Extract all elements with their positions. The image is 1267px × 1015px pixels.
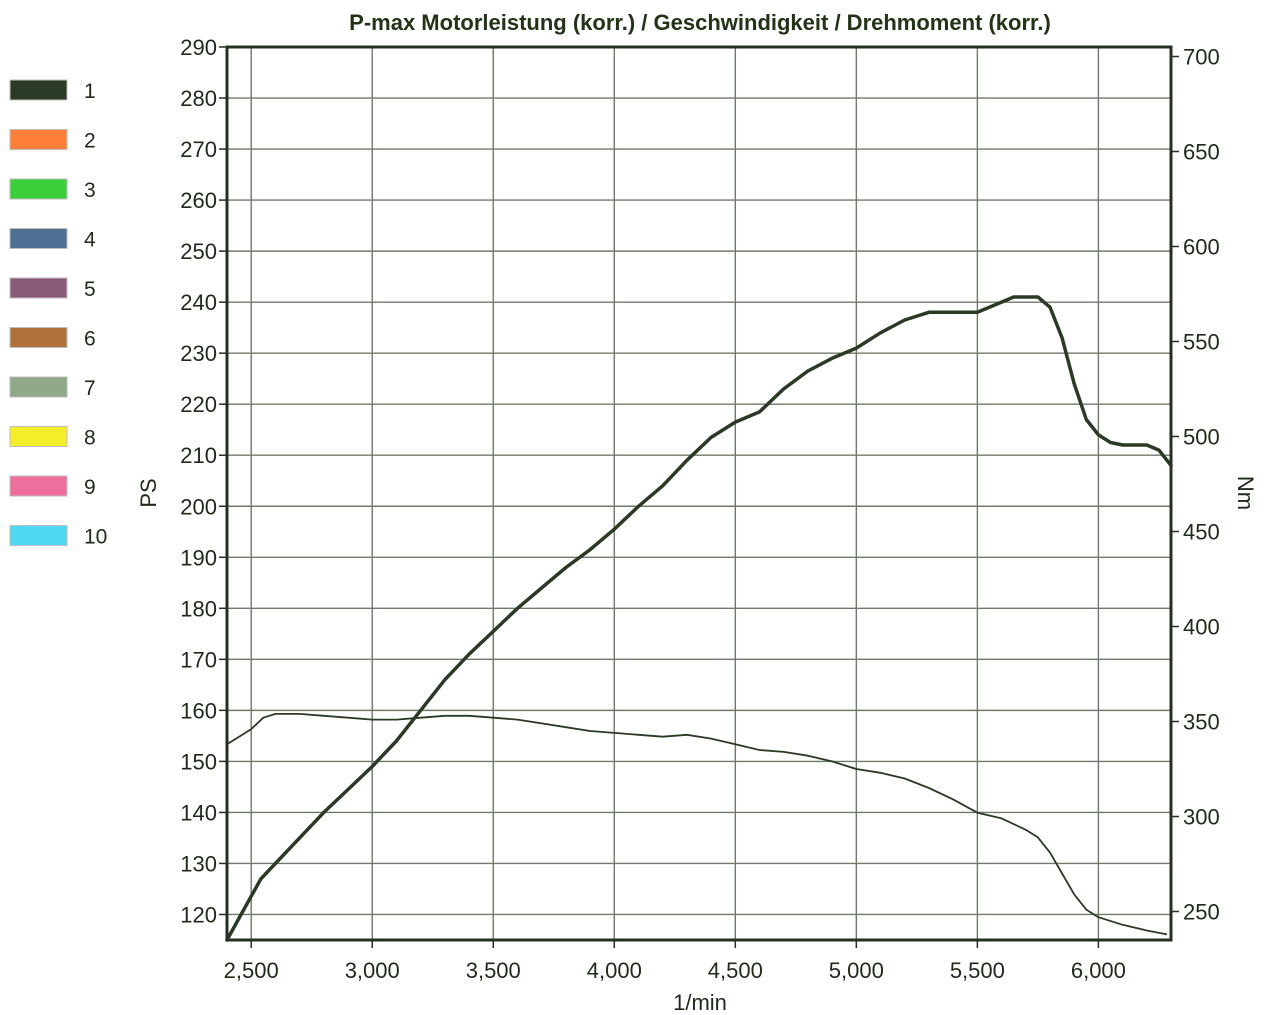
x-tick-label: 5,000 [829, 958, 884, 983]
y-right-tick-label: 450 [1183, 520, 1220, 545]
legend-swatch-2 [9, 129, 68, 150]
y-left-tick-label: 190 [180, 545, 217, 570]
legend-swatch-10 [9, 525, 68, 546]
torque-curve [226, 713, 1168, 936]
x-tick-label: 4,000 [587, 958, 642, 983]
x-axis: 2,500 3,000 3,500 4,000 4,500 5,000 5,500 6,000 [224, 940, 1126, 983]
y-right-tick-label: 650 [1183, 140, 1220, 165]
legend-swatch-5 [9, 277, 68, 299]
legend-swatch-4 [9, 228, 68, 249]
x-axis-label: 1/min [673, 990, 727, 1015]
x-tick-label: 5,500 [950, 958, 1005, 983]
x-tick-label: 2,500 [224, 958, 279, 983]
y-right-tick-label: 350 [1183, 710, 1220, 735]
legend-swatch-9 [9, 475, 68, 497]
y-left-tick-label: 250 [180, 239, 217, 264]
x-tick-label: 6,000 [1071, 958, 1126, 983]
power-curve [225, 295, 1173, 942]
y-left-tick-label: 150 [180, 749, 217, 774]
legend-label-5: 5 [84, 278, 96, 301]
y-axis-right-label: Nm [1233, 476, 1258, 510]
legend-label-9: 9 [84, 476, 96, 499]
legend-swatch-8 [9, 426, 68, 447]
series-layer [225, 295, 1173, 942]
y-left-tick-label: 270 [180, 137, 217, 162]
legend-label-2: 2 [84, 130, 96, 153]
chart-title: P-max Motorleistung (korr.) / Geschwindi… [349, 10, 1051, 35]
y-left-tick-label: 140 [180, 800, 217, 825]
y-left-tick-label: 290 [180, 35, 217, 60]
legend-swatch-7 [9, 376, 68, 398]
plot-frame [225, 45, 1173, 942]
legend-label-10: 10 [84, 526, 107, 549]
y-left-tick-label: 200 [180, 494, 217, 519]
y-left-tick-label: 170 [180, 647, 217, 672]
y-left-tick-label: 120 [180, 902, 217, 927]
y-left-tick-label: 260 [180, 188, 217, 213]
y-axis-right: 250 300 350 400 450 500 550 600 650 700 [1171, 45, 1220, 925]
legend-label-3: 3 [84, 179, 96, 202]
y-left-tick-label: 280 [180, 86, 217, 111]
legend-swatch-1 [9, 79, 68, 101]
y-right-tick-label: 700 [1183, 45, 1220, 70]
y-right-tick-label: 400 [1183, 615, 1220, 640]
y-axis-left: 120 130 140 150 160 170 180 190 200 210 220 230 240 2… [180, 35, 227, 927]
legend-label-1: 1 [84, 80, 96, 103]
legend: 1 2 3 4 5 6 7 8 9 10 [9, 79, 107, 549]
y-left-tick-label: 210 [180, 443, 217, 468]
y-left-tick-label: 240 [180, 290, 217, 315]
legend-label-4: 4 [84, 229, 96, 252]
legend-label-6: 6 [84, 328, 96, 351]
y-left-tick-label: 130 [180, 851, 217, 876]
y-left-tick-label: 220 [180, 392, 217, 417]
y-left-tick-label: 230 [180, 341, 217, 366]
y-left-tick-label: 180 [180, 596, 217, 621]
y-right-tick-label: 550 [1183, 330, 1220, 355]
y-right-tick-label: 300 [1183, 805, 1220, 830]
x-tick-label: 4,500 [708, 958, 763, 983]
y-left-tick-label: 160 [180, 698, 217, 723]
grid [227, 46, 1171, 940]
y-right-tick-label: 600 [1183, 235, 1220, 260]
y-axis-left-label: PS [136, 478, 161, 507]
x-tick-label: 3,500 [466, 958, 521, 983]
legend-label-8: 8 [84, 427, 96, 450]
y-right-tick-label: 250 [1183, 900, 1220, 925]
legend-swatch-3 [9, 178, 68, 200]
y-right-tick-label: 500 [1183, 425, 1220, 450]
legend-label-7: 7 [84, 377, 96, 400]
x-tick-label: 3,000 [345, 958, 400, 983]
legend-swatch-6 [9, 327, 68, 348]
